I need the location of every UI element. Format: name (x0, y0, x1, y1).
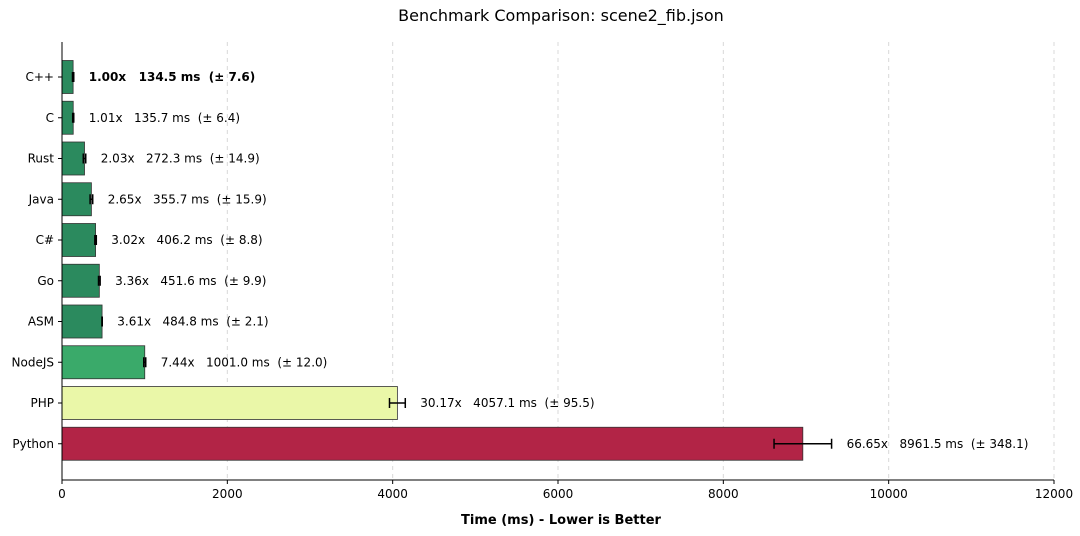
x-tick-label: 4000 (377, 487, 408, 501)
y-tick-label: Java (28, 192, 54, 206)
bar (61, 223, 96, 257)
x-tick-label: 6000 (543, 487, 574, 501)
data-label: 7.44x 1001.0 ms (± 12.0) (161, 355, 328, 369)
data-label: 66.65x 8961.5 ms (± 348.1) (847, 437, 1029, 451)
data-label: 1.00x 134.5 ms (± 7.6) (89, 70, 255, 84)
y-tick-label: C# (36, 233, 54, 247)
y-tick-label: ASM (28, 315, 54, 329)
y-tick-label: Rust (28, 152, 55, 166)
bar (61, 60, 74, 94)
x-tick-label: 12000 (1035, 487, 1073, 501)
chart-title: Benchmark Comparison: scene2_fib.json (398, 6, 724, 25)
bar-labels: 1.00x 134.5 ms (± 7.6) 1.01x 135.7 ms (± … (89, 70, 1029, 451)
y-axis: C++ C Rust Java C# Go ASM NodeJS PHP Python (12, 42, 63, 480)
bar (61, 263, 100, 298)
bar (61, 182, 92, 217)
x-tick-label: 8000 (708, 487, 739, 501)
data-label: 3.61x 484.8 ms (± 2.1) (117, 315, 268, 329)
bar (61, 141, 85, 176)
y-tick-label: NodeJS (12, 355, 54, 369)
error-bars (71, 72, 833, 449)
data-label: 3.02x 406.2 ms (± 8.8) (111, 233, 262, 247)
y-tick-label: C (46, 111, 54, 125)
x-axis-title: Time (ms) - Lower is Better (461, 513, 661, 528)
data-label: 1.01x 135.7 ms (± 6.4) (89, 111, 240, 125)
bars (61, 60, 804, 461)
x-tick-label: 0 (58, 487, 66, 501)
x-tick-label: 10000 (870, 487, 908, 501)
bar (61, 426, 804, 461)
x-tick-label: 2000 (212, 487, 243, 501)
bar (61, 345, 146, 380)
data-label: 2.03x 272.3 ms (± 14.9) (101, 152, 260, 166)
bar (61, 386, 398, 420)
data-label: 30.17x 4057.1 ms (± 95.5) (420, 396, 594, 410)
y-tick-label: PHP (31, 396, 55, 410)
x-axis: 0 2000 4000 6000 8000 10000 12000 (58, 479, 1073, 501)
bar (61, 304, 103, 339)
y-tick-label: Go (37, 274, 54, 288)
y-tick-label: Python (12, 437, 54, 451)
data-label: 3.36x 451.6 ms (± 9.9) (115, 274, 266, 288)
data-label: 2.65x 355.7 ms (± 15.9) (108, 192, 267, 206)
y-tick-label: C++ (26, 70, 55, 84)
bar (61, 100, 74, 135)
